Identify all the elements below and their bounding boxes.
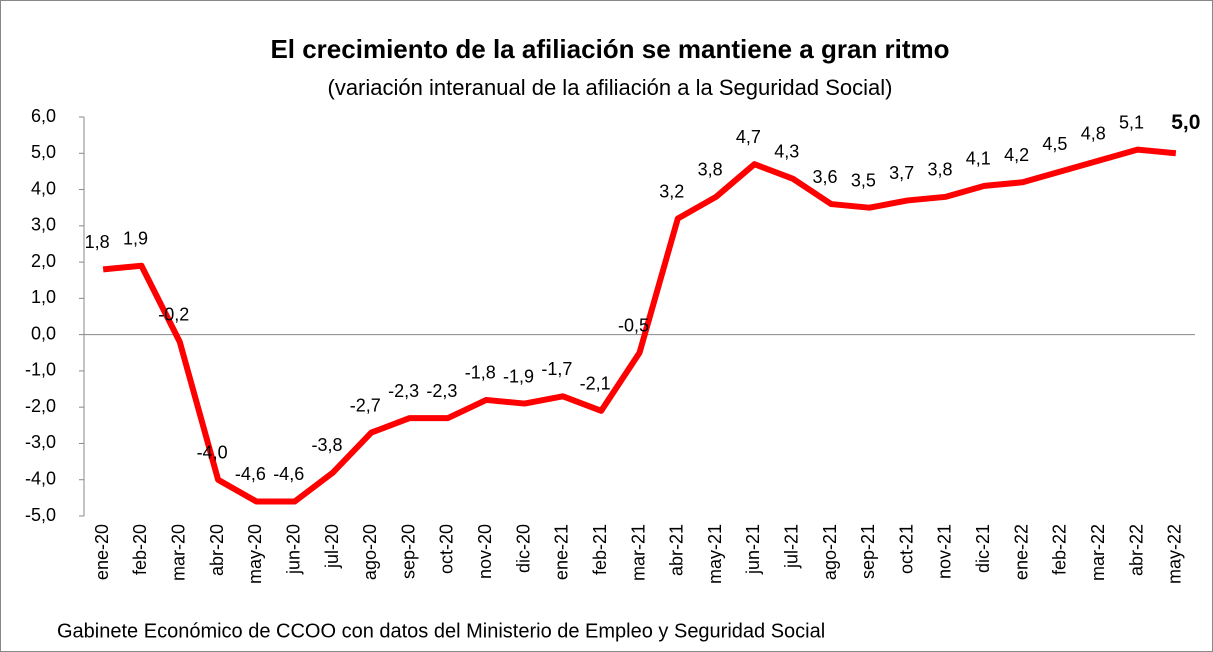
- x-tick-label: may-22: [1165, 524, 1185, 584]
- data-label: -1,8: [465, 363, 496, 383]
- data-label: -4,6: [273, 464, 304, 484]
- x-tick-label: nov-21: [935, 524, 955, 579]
- data-label: -1,7: [541, 359, 572, 379]
- x-tick-label: nov-20: [475, 524, 495, 579]
- x-tick-label: abr-21: [667, 524, 687, 576]
- x-tick-label: sep-21: [858, 524, 878, 579]
- data-label: 3,2: [659, 181, 684, 201]
- y-tick-label: -5,0: [25, 505, 56, 525]
- data-label: 3,8: [698, 160, 723, 180]
- data-label: 3,6: [813, 167, 838, 187]
- y-tick-label: 1,0: [31, 287, 56, 307]
- chart-title: El crecimiento de la afiliación se manti…: [270, 34, 949, 64]
- data-label: 5,0: [1171, 111, 1200, 134]
- data-label: 1,9: [123, 228, 148, 248]
- x-tick-label: ene-20: [92, 524, 112, 580]
- x-tick-label: mar-20: [169, 524, 189, 581]
- data-label: 4,1: [966, 149, 991, 169]
- x-tick-label: feb-22: [1050, 524, 1070, 575]
- data-label: -0,2: [158, 305, 189, 325]
- x-tick-label: feb-21: [590, 524, 610, 575]
- data-line: [102, 146, 1177, 505]
- data-label: 5,1: [1119, 112, 1144, 132]
- data-label: 4,2: [1004, 145, 1029, 165]
- y-tick-label: -4,0: [25, 468, 56, 488]
- data-label: 1,8: [85, 232, 110, 252]
- x-tick-label: abr-22: [1126, 524, 1146, 576]
- x-tick-label: jul-21: [781, 524, 801, 569]
- chart-subtitle: (variación interanual de la afiliación a…: [328, 75, 893, 100]
- data-label: -1,9: [503, 366, 534, 386]
- y-tick-label: 0,0: [31, 323, 56, 343]
- x-tick-label: may-20: [245, 524, 265, 584]
- data-label: 4,8: [1081, 123, 1106, 143]
- x-tick-label: jul-20: [322, 524, 342, 569]
- y-tick-label: 4,0: [31, 178, 56, 198]
- y-tick-label: 6,0: [31, 106, 56, 126]
- data-label: 3,8: [927, 160, 952, 180]
- data-label: 4,5: [1042, 134, 1067, 154]
- data-label: -4,0: [197, 442, 228, 462]
- x-tick-label: mar-21: [628, 524, 648, 581]
- x-tick-label: mar-22: [1088, 524, 1108, 581]
- data-label: -4,6: [235, 464, 266, 484]
- x-tick-label: oct-20: [437, 524, 457, 574]
- data-label: 3,5: [851, 170, 876, 190]
- x-tick-label: may-21: [705, 524, 725, 584]
- x-tick-label: dic-20: [513, 524, 533, 573]
- data-label: -2,3: [426, 381, 457, 401]
- x-tick-label: ago-21: [820, 524, 840, 580]
- x-tick-label: ago-20: [360, 524, 380, 580]
- x-tick-label: sep-20: [398, 524, 418, 579]
- x-tick-label: dic-21: [973, 524, 993, 573]
- x-tick-label: feb-20: [130, 524, 150, 575]
- x-tick-label: abr-20: [207, 524, 227, 576]
- data-label: -2,7: [350, 395, 381, 415]
- data-label: -3,8: [312, 435, 343, 455]
- source-note: Gabinete Económico de CCOO con datos del…: [57, 620, 825, 642]
- x-tick-label: ene-22: [1011, 524, 1031, 580]
- data-label: -0,5: [618, 316, 649, 336]
- y-tick-label: 3,0: [31, 215, 56, 235]
- x-tick-label: oct-21: [896, 524, 916, 574]
- y-tick-label: -1,0: [25, 360, 56, 380]
- y-tick-label: 2,0: [31, 251, 56, 271]
- y-tick-label: -2,0: [25, 396, 56, 416]
- x-tick-label: ene-21: [552, 524, 572, 580]
- y-tick-label: 5,0: [31, 142, 56, 162]
- data-label: -2,1: [580, 374, 611, 394]
- data-label: 4,7: [736, 127, 761, 147]
- data-label: -2,3: [388, 381, 419, 401]
- x-tick-label: jun-20: [283, 524, 303, 575]
- y-tick-label: -3,0: [25, 432, 56, 452]
- data-label: 4,3: [774, 141, 799, 161]
- data-label: 3,7: [889, 163, 914, 183]
- x-tick-label: jun-21: [743, 524, 763, 575]
